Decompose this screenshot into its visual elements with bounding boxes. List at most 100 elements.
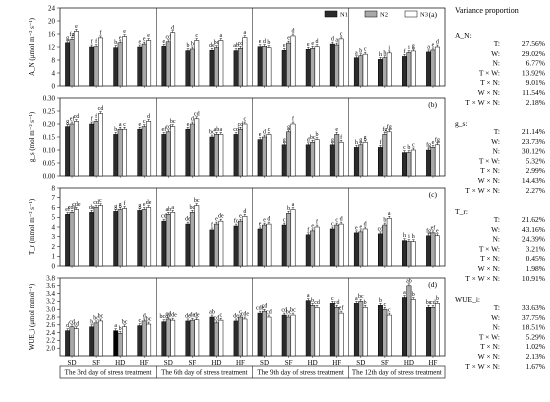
variance-factor: T: xyxy=(494,303,500,312)
significance-label: ab xyxy=(165,207,171,213)
significance-label: b xyxy=(287,206,290,212)
significance-label: e xyxy=(259,222,262,228)
bar xyxy=(262,46,267,87)
significance-label: cde xyxy=(68,205,77,211)
bar xyxy=(382,57,388,87)
bar xyxy=(238,128,243,177)
bar xyxy=(113,47,119,87)
bar xyxy=(434,235,440,267)
significance-label: de xyxy=(194,312,200,318)
bar xyxy=(402,240,407,267)
significance-label: e xyxy=(147,33,150,39)
bar xyxy=(382,134,388,177)
variance-value: 5.29% xyxy=(526,332,545,341)
significance-label: cd xyxy=(74,321,80,327)
legend-label: N2 xyxy=(380,12,388,19)
bar xyxy=(410,299,416,357)
variance-value: 18.51% xyxy=(522,323,545,332)
significance-label: f xyxy=(211,221,213,228)
bar xyxy=(290,314,296,357)
x-tick-label: HD xyxy=(308,359,318,367)
significance-label: bcd xyxy=(160,314,169,320)
bar xyxy=(146,323,152,357)
significance-label: c xyxy=(143,119,146,125)
significance-label: f xyxy=(124,200,126,207)
bar xyxy=(281,224,287,267)
bar xyxy=(238,48,243,87)
significance-label: c xyxy=(335,218,338,224)
y-tick-label: 3.2 xyxy=(46,298,55,306)
significance-label: de xyxy=(209,43,215,49)
bar xyxy=(310,230,316,267)
bar xyxy=(122,36,128,87)
y-tick-label: 8 xyxy=(52,184,56,192)
bar xyxy=(137,46,143,87)
bar xyxy=(314,139,320,177)
significance-label: d xyxy=(340,217,343,223)
y-tick-label: 2 xyxy=(52,243,56,251)
bar xyxy=(386,131,392,177)
significance-label: c xyxy=(244,117,247,123)
variance-value: 5.32% xyxy=(526,156,545,165)
bar xyxy=(310,305,316,357)
bar xyxy=(314,226,320,267)
bar xyxy=(165,41,171,87)
bar xyxy=(161,321,167,357)
bar xyxy=(73,328,79,357)
significance-label: e xyxy=(432,42,435,48)
bar xyxy=(69,123,75,177)
significance-label: cd xyxy=(165,34,171,40)
bar xyxy=(305,234,311,267)
bar xyxy=(165,318,171,357)
significance-label: cde xyxy=(256,306,265,312)
bar xyxy=(93,322,99,357)
significance-label: f xyxy=(91,116,93,123)
significance-label: cd xyxy=(378,226,384,232)
significance-label: a xyxy=(292,202,295,208)
day-label: The 6th day of stress treatment xyxy=(161,369,248,377)
significance-label: c xyxy=(283,218,286,224)
bar xyxy=(65,214,71,267)
significance-label: g xyxy=(331,137,334,143)
significance-label: cd xyxy=(233,127,239,133)
significance-label: c xyxy=(239,310,242,316)
bar xyxy=(382,224,388,267)
bar xyxy=(141,126,147,177)
y-tick-label: 0.00 xyxy=(43,172,56,180)
variance-value: 11.54% xyxy=(522,88,545,97)
y-tick-label: 2.2 xyxy=(46,337,55,345)
bar xyxy=(122,208,128,267)
bar xyxy=(329,43,335,87)
significance-label: cd xyxy=(262,304,268,310)
significance-label: bc xyxy=(286,310,292,316)
y-tick-label: 0.05 xyxy=(43,159,56,167)
y-tick-label: 7 xyxy=(52,194,56,202)
significance-label: a xyxy=(335,38,338,44)
significance-label: e xyxy=(239,214,242,220)
bar xyxy=(185,320,191,357)
significance-label: c xyxy=(364,47,367,53)
significance-label: f xyxy=(404,48,406,55)
y-tick-label: 4 xyxy=(52,69,56,77)
x-tick-label: SD xyxy=(260,359,269,367)
significance-label: cd xyxy=(281,308,287,314)
significance-label: d xyxy=(331,37,334,43)
significance-label: d xyxy=(263,130,266,136)
x-tick-label: HF xyxy=(332,359,341,367)
bar xyxy=(386,52,392,87)
bar xyxy=(242,37,248,87)
significance-label: a xyxy=(244,30,247,36)
bar xyxy=(406,241,412,267)
y-axis-label: g_s (mol m⁻² s⁻¹) xyxy=(28,111,36,162)
bar xyxy=(334,134,340,177)
significance-label: d xyxy=(436,40,439,46)
significance-label: e xyxy=(187,122,190,128)
bar xyxy=(170,212,176,267)
significance-label: g xyxy=(287,124,290,130)
y-tick-label: 3 xyxy=(52,233,56,241)
variance-factor: T × W: xyxy=(479,332,500,341)
significance-label: e xyxy=(335,127,338,133)
bar xyxy=(165,214,171,267)
panel-b: 0.00 0.05 0.10 0.15 0.20 0.25 0.30 g_s (mol m⁻²… xyxy=(28,94,446,180)
y-tick-label: 0.25 xyxy=(43,107,56,115)
